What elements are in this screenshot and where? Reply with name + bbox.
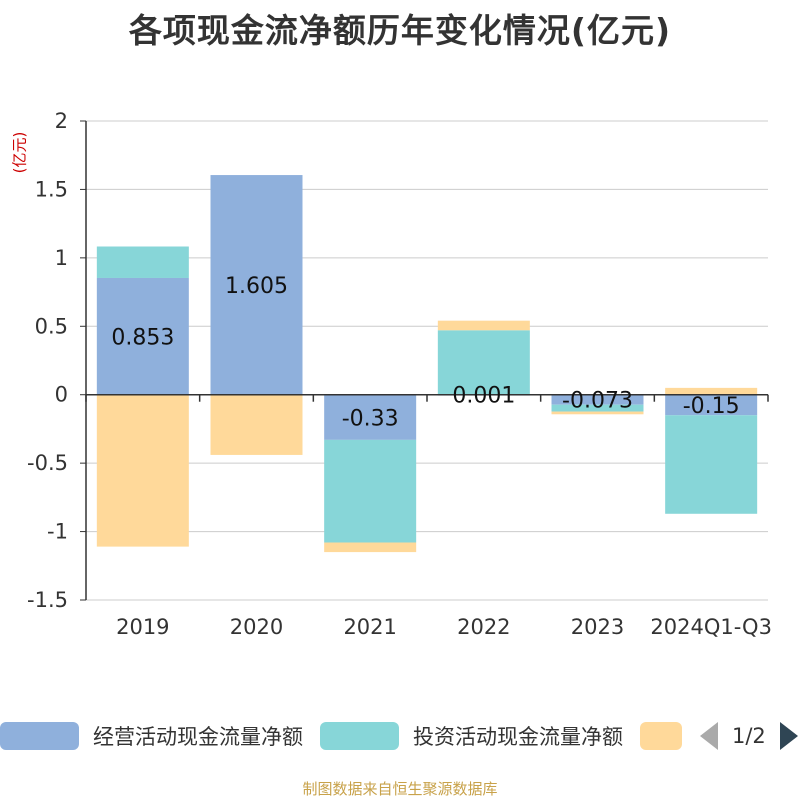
bar-3-2021 — [324, 542, 417, 553]
y-tick-label: -1.5 — [27, 588, 68, 612]
bar-1-2019 — [96, 277, 189, 395]
bar-1-2021 — [324, 394, 417, 440]
data-label: 0.001 — [452, 384, 515, 409]
y-tick-label: 2 — [55, 109, 68, 133]
data-label: -0.33 — [342, 406, 399, 431]
chart-plot: 2 1.5 1 0.5 0 -0.5 -1 -1.5 2019 2020 2021 2022 2023 2… — [27, 109, 772, 639]
legend-pager: 1/2 — [700, 720, 798, 752]
bar-3-2020 — [210, 394, 303, 455]
y-tick-label: 1.5 — [35, 177, 68, 201]
legend-swatch-financing — [640, 722, 682, 750]
x-tick-label: 2022 — [457, 615, 510, 639]
pager-prev-icon[interactable] — [700, 722, 718, 750]
x-tick-label: 2024Q1-Q3 — [650, 615, 772, 639]
bar-2-2021 — [324, 439, 417, 543]
x-tick-label: 2019 — [116, 615, 169, 639]
bar-2-2019 — [96, 246, 189, 278]
y-tick-label: -0.5 — [27, 451, 68, 475]
x-tick-label: 2021 — [343, 615, 396, 639]
legend: 经营活动现金流量净额 投资活动现金流量净额 1/2 — [0, 716, 800, 756]
y-tick-label: -1 — [47, 520, 68, 544]
y-tick-label: 0.5 — [35, 314, 68, 338]
y-tick-label: 0 — [55, 383, 68, 407]
legend-item-investing[interactable]: 投资活动现金流量净额 — [320, 720, 623, 752]
legend-label-operating: 经营活动现金流量净额 — [93, 725, 303, 749]
bar-3-2019 — [96, 394, 189, 547]
data-label: -0.073 — [562, 389, 633, 414]
y-tick-label: 1 — [55, 246, 68, 270]
legend-swatch-operating — [0, 722, 79, 750]
legend-label-investing: 投资活动现金流量净额 — [413, 725, 623, 749]
bar-3-2023 — [551, 411, 644, 415]
pager-next-icon[interactable] — [779, 722, 798, 750]
chart-title: 各项现金流净额历年变化情况(亿元) — [128, 11, 672, 50]
legend-item-operating[interactable]: 经营活动现金流量净额 — [0, 720, 303, 752]
x-tick-label: 2020 — [230, 615, 283, 639]
bar-2-2024Q1-Q3 — [665, 415, 758, 514]
bar-1-2023 — [551, 394, 644, 405]
pager-text: 1/2 — [732, 724, 766, 748]
bar-2-2022 — [437, 330, 530, 395]
bar-3-2022 — [437, 320, 530, 331]
data-label: -0.15 — [683, 394, 740, 419]
legend-item-financing[interactable] — [640, 720, 682, 752]
x-tick-label: 2023 — [571, 615, 624, 639]
bar-1-2020 — [210, 175, 303, 395]
bar-2-2023 — [551, 404, 644, 412]
data-label: 0.853 — [111, 325, 174, 350]
legend-swatch-investing — [320, 722, 399, 750]
bar-3-2024Q1-Q3 — [665, 387, 758, 395]
source-note: 制图数据来自恒生聚源数据库 — [302, 780, 498, 798]
data-label: 1.605 — [225, 274, 288, 299]
bar-1-2024Q1-Q3 — [665, 394, 758, 416]
